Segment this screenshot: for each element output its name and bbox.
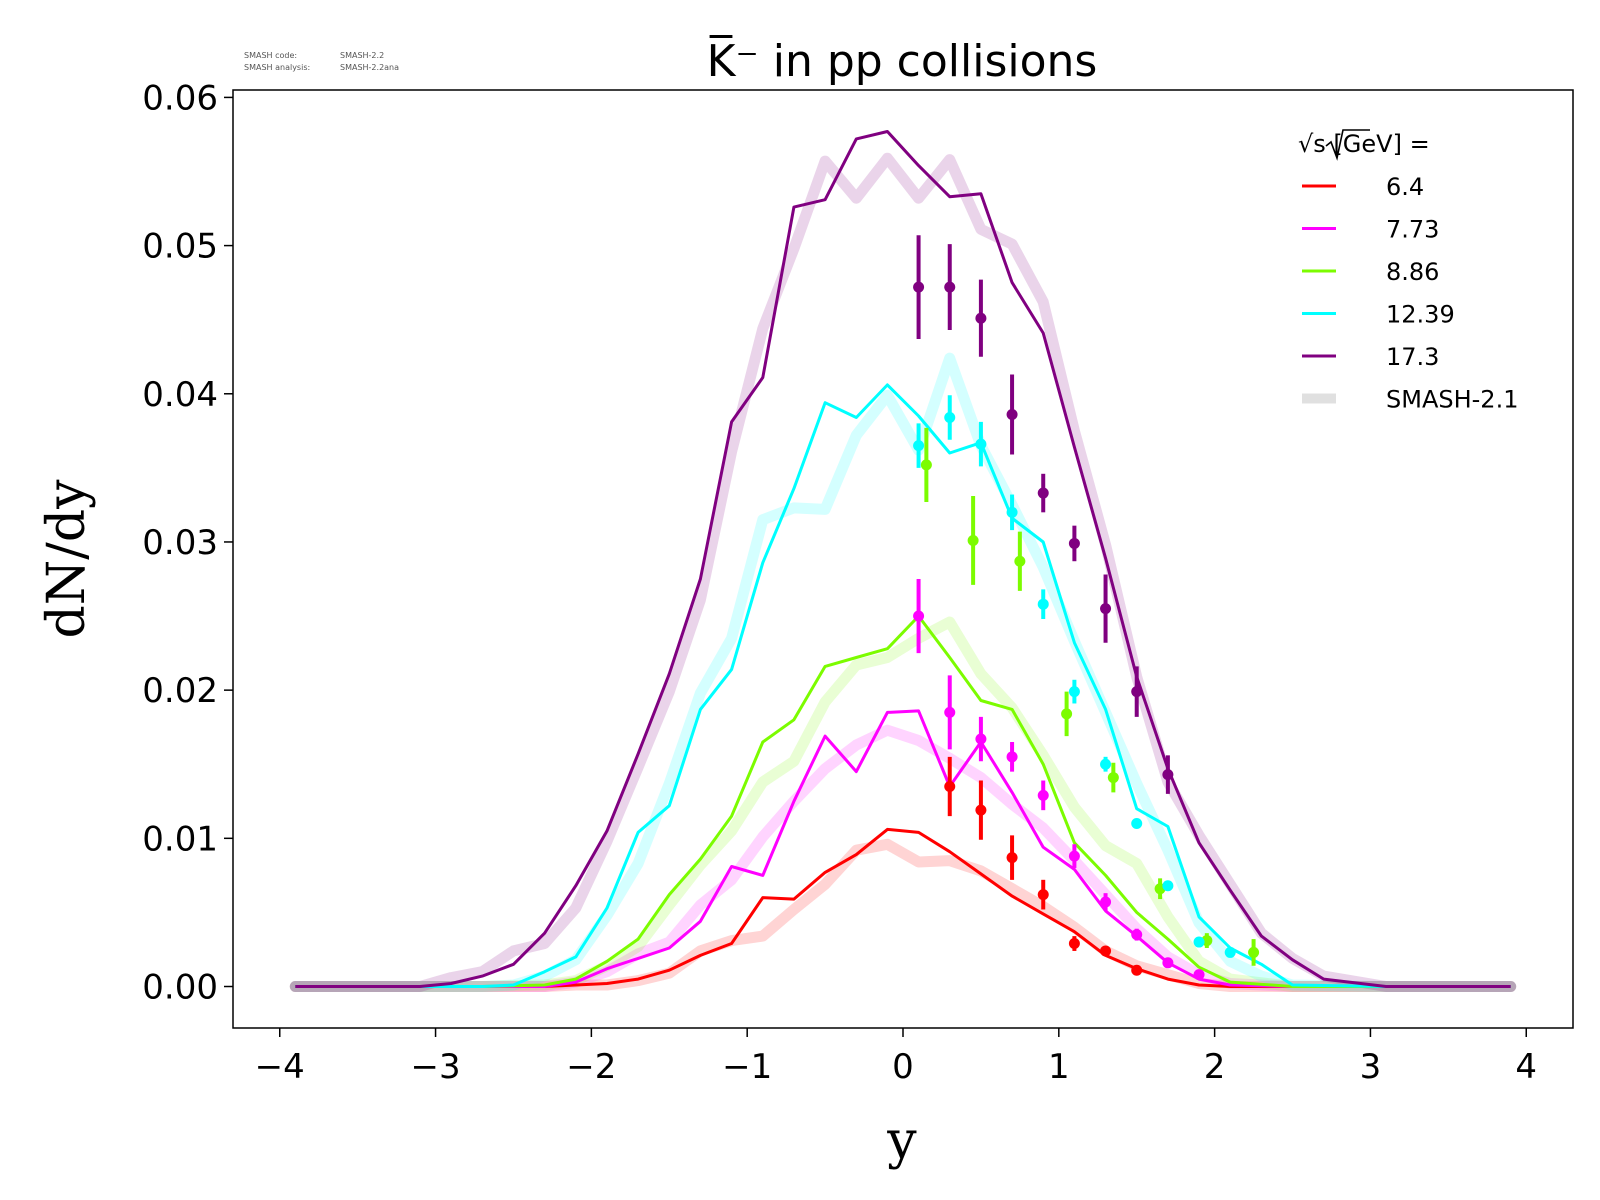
data-point-3-6 <box>1100 758 1112 770</box>
legend-label: 6.4 <box>1386 173 1424 201</box>
x-tick-label: 0 <box>892 1047 914 1087</box>
data-point-4-2 <box>975 312 987 324</box>
x-tick-label: −2 <box>566 1047 616 1087</box>
data-point-0-1 <box>975 804 987 816</box>
y-tick-label: 0.02 <box>142 671 218 711</box>
data-point-4-4 <box>1037 487 1049 499</box>
data-point-3-4 <box>1037 598 1049 610</box>
series-line-4 <box>295 130 1511 988</box>
data-points <box>913 235 1260 981</box>
legend-label: SMASH-2.1 <box>1386 386 1518 414</box>
data-point-3-2 <box>975 438 987 450</box>
data-point-1-2 <box>975 733 987 745</box>
data-point-2-0 <box>920 459 932 471</box>
series-line-1 <box>295 709 1511 988</box>
y-axis: 0.00 0.01 0.02 0.03 0.04 0.05 0.06 <box>142 78 233 1008</box>
reference-line-4 <box>289 152 1517 992</box>
data-point-2-4 <box>1107 772 1119 784</box>
smash-code-value: SMASH-2.2 <box>340 51 384 60</box>
sqrt-symbol <box>1325 129 1370 161</box>
smash-analysis-value: SMASH-2.2ana <box>340 63 399 72</box>
x-tick-label: 1 <box>1048 1047 1070 1087</box>
x-tick-label: −3 <box>410 1047 460 1087</box>
data-point-0-0 <box>944 780 956 792</box>
data-point-0-4 <box>1068 938 1080 950</box>
smash-code-label: SMASH code: <box>244 51 297 60</box>
x-axis-label: y <box>886 1111 917 1171</box>
data-point-4-6 <box>1100 603 1112 615</box>
smash-analysis-label: SMASH analysis: <box>244 63 310 72</box>
smash-version-info: SMASH code: SMASH-2.2 SMASH analysis: SM… <box>244 51 399 72</box>
legend-title: √s [GeV] = <box>1298 129 1430 161</box>
legend-label: 7.73 <box>1386 216 1439 244</box>
data-point-0-6 <box>1131 964 1143 976</box>
y-tick-label: 0.05 <box>142 227 218 267</box>
data-point-2-3 <box>1061 708 1073 720</box>
data-point-4-3 <box>1006 409 1018 421</box>
data-point-2-2 <box>1014 555 1026 567</box>
plot-frame <box>232 89 1574 1029</box>
data-point-3-0 <box>913 440 925 452</box>
y-tick-label: 0.03 <box>142 523 218 563</box>
data-point-2-7 <box>1248 946 1260 958</box>
data-point-4-0 <box>913 281 925 293</box>
y-tick-label: 0.00 <box>142 968 218 1008</box>
y-tick-label: 0.01 <box>142 819 218 859</box>
data-point-0-3 <box>1037 889 1049 901</box>
y-tick-label: 0.06 <box>142 78 218 118</box>
legend: √s [GeV] = 6.4 7.73 8.86 12.39 17.3 SMASH-2.1 <box>1298 129 1518 414</box>
data-point-0-2 <box>1006 852 1018 864</box>
series-line-2 <box>295 614 1511 988</box>
data-point-3-9 <box>1193 936 1205 948</box>
data-point-1-5 <box>1068 850 1080 862</box>
x-axis: −4 −3 −2 −1 0 1 2 3 4 <box>255 1028 1537 1087</box>
data-point-1-7 <box>1131 929 1143 941</box>
chart-title: K̅⁻ in pp collisions <box>707 33 1098 87</box>
data-point-3-10 <box>1224 946 1236 958</box>
reference-curves <box>289 152 1517 992</box>
legend-label: 12.39 <box>1386 301 1455 329</box>
data-point-1-1 <box>944 706 956 718</box>
data-point-1-4 <box>1037 789 1049 801</box>
data-point-3-3 <box>1006 506 1018 518</box>
legend-title-text: √s [GeV] = <box>1298 130 1430 158</box>
legend-label: 17.3 <box>1386 343 1439 371</box>
data-point-3-1 <box>944 411 956 423</box>
data-point-3-8 <box>1162 880 1174 892</box>
series-line-3 <box>295 383 1511 988</box>
model-curves <box>295 130 1511 988</box>
x-tick-label: −1 <box>722 1047 772 1087</box>
data-point-1-9 <box>1193 969 1205 981</box>
data-point-4-1 <box>944 281 956 293</box>
data-point-0-5 <box>1100 945 1112 957</box>
x-tick-label: 4 <box>1515 1047 1537 1087</box>
y-tick-label: 0.04 <box>142 375 218 415</box>
data-point-1-6 <box>1100 896 1112 908</box>
data-point-2-1 <box>967 534 979 546</box>
reference-line-1 <box>289 724 1517 992</box>
data-point-1-8 <box>1162 957 1174 969</box>
legend-label: 8.86 <box>1386 258 1439 286</box>
data-point-4-5 <box>1068 537 1080 549</box>
data-point-4-8 <box>1162 769 1174 781</box>
reference-line-2 <box>289 616 1517 992</box>
data-point-1-0 <box>913 610 925 622</box>
data-point-4-7 <box>1131 686 1143 698</box>
x-tick-label: 2 <box>1204 1047 1226 1087</box>
y-axis-label: dN/dy <box>37 479 97 639</box>
data-point-3-7 <box>1131 818 1143 830</box>
x-tick-label: 3 <box>1360 1047 1382 1087</box>
data-point-3-5 <box>1068 686 1080 698</box>
x-tick-label: −4 <box>255 1047 305 1087</box>
data-point-1-3 <box>1006 751 1018 763</box>
reference-line-3 <box>289 352 1517 992</box>
reference-line-0 <box>289 838 1517 992</box>
series-line-0 <box>295 827 1511 988</box>
